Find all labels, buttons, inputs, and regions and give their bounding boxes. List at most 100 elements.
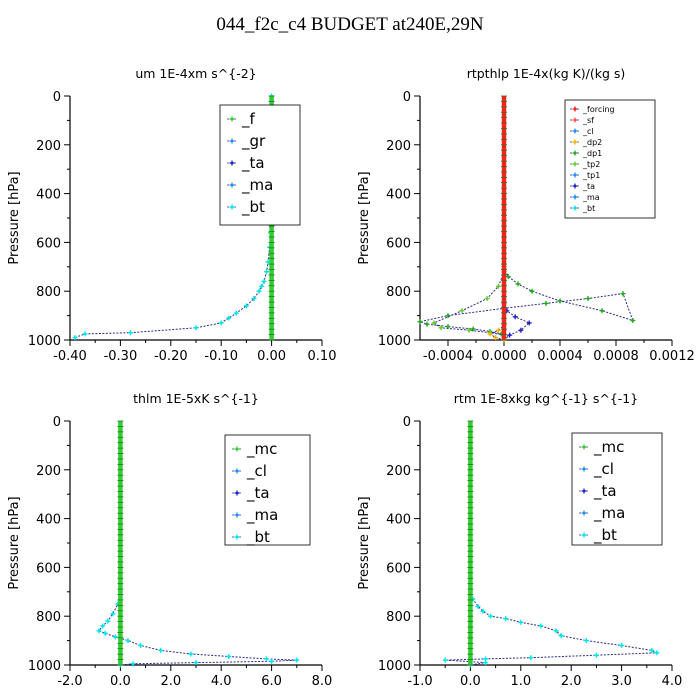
x-tick-label: 2.0 (561, 674, 582, 689)
x-tick-label: -0.40 (53, 349, 87, 364)
x-tick-label: 0.0004 (537, 349, 583, 364)
legend-label-ta: _ta (241, 154, 265, 173)
x-tick-label: 0.0008 (593, 349, 639, 364)
y-tick-label: 400 (36, 188, 61, 203)
y-tick-label: 200 (36, 464, 61, 479)
series-point-bt-dot (265, 657, 268, 661)
legend-label-ma: _ma (246, 506, 278, 525)
series-point-bt-dot (529, 656, 533, 659)
x-tick-label: -0.20 (154, 349, 188, 364)
series-point-bt-dot (227, 655, 231, 658)
legend-label-gr: _gr (241, 132, 266, 151)
legend-marker-dp2 (572, 139, 578, 145)
x-tick-label: 0.00 (257, 349, 286, 364)
legend-marker-ma-dot (230, 183, 234, 187)
y-tick-label: 1000 (28, 334, 61, 349)
legend-marker-forcing (572, 106, 578, 112)
x-tick-label: -1.0 (407, 674, 432, 689)
legend-label-mc: _mc (246, 440, 277, 459)
legend-box (571, 432, 663, 546)
x-tick-label: 0.0000 (481, 349, 527, 364)
legend-box (564, 99, 656, 219)
series-point-bt (583, 638, 589, 644)
series-point-bt (96, 628, 102, 634)
series-point-dp1 (599, 308, 605, 314)
legend-marker-dp1 (572, 150, 578, 156)
series-point-bt (553, 628, 559, 634)
panel-title: rtpthlp 1E-4x(kg K)/(kg s) (467, 66, 626, 81)
series-point-bt-dot (266, 260, 270, 264)
series-point-bt-dot (126, 639, 130, 642)
legend-marker-cl-dot (235, 469, 239, 473)
series-point-bt-dot (519, 621, 523, 624)
series-point-bt-dot (554, 629, 558, 633)
series-point-bt-dot (539, 624, 543, 628)
series-point-bt-dot (476, 605, 480, 608)
series-point-dp1 (424, 321, 430, 327)
legend-marker-mc-dot (235, 447, 239, 451)
series-point-bt (102, 630, 108, 636)
series-point-bt (138, 642, 144, 648)
x-tick-label: 6.0 (261, 674, 282, 689)
legend-marker-ma (229, 182, 235, 188)
legend-marker-f-dot (230, 117, 234, 121)
legend-marker-bt-dot (573, 206, 577, 210)
legend-marker-bt-dot (230, 205, 234, 209)
series-point-dp1-dot (471, 327, 475, 331)
series-point-tp2-dot (439, 326, 443, 330)
series-point-tp2 (466, 327, 472, 333)
series-point-bt-dot (83, 332, 87, 336)
series-line-tp2 (432, 271, 505, 336)
legend-marker-ma-dot (582, 511, 586, 515)
y-tick-label: 600 (386, 561, 411, 576)
y-tick-label: 0 (53, 415, 61, 430)
chart-panel-rtpthlp: rtpthlp 1E-4x(kg K)/(kg s) Pressure [hPa]… (357, 66, 695, 364)
legend-marker-mc (234, 446, 240, 452)
x-tick-label: 0.0 (460, 674, 481, 689)
series-point-tp2 (495, 283, 501, 289)
series-point-bt-dot (265, 270, 268, 273)
series-point-dp1-dot (621, 292, 625, 295)
series-point-tp2-dot (432, 321, 436, 325)
series-point-bt (593, 652, 599, 658)
series-point-ta-dot (513, 315, 517, 319)
y-tick-label: 600 (36, 561, 61, 576)
legend-marker-sf (572, 117, 578, 123)
series-point-dp2 (493, 335, 499, 341)
y-tick-label: 1000 (378, 334, 411, 349)
y-axis-label: Pressure [hPa] (7, 171, 22, 264)
x-tick-label: 4.0 (211, 674, 232, 689)
series-point-bt (261, 278, 267, 284)
series-point-bt (269, 658, 275, 664)
legend-marker-ma (581, 510, 587, 516)
x-tick-label: 1.0 (510, 674, 531, 689)
x-tick-label: 3.0 (611, 674, 632, 689)
series-point-dp1 (557, 298, 563, 304)
series-point-dp1 (543, 300, 549, 306)
series-point-dp1 (417, 319, 423, 325)
series-point-bt (558, 633, 564, 639)
series-point-dp1 (515, 281, 521, 287)
series-point-bt (112, 634, 118, 640)
series-point-bt (158, 647, 164, 653)
series-point-dp1-dot (586, 297, 590, 300)
legend-marker-tp2-dot (573, 162, 577, 166)
legend-marker-bt-dot (235, 535, 239, 539)
series-point-bt-dot (257, 289, 261, 293)
series-point-bt-dot (139, 644, 142, 647)
series-point-tp2-dot (485, 297, 489, 300)
series-point-ta-dot (508, 333, 511, 337)
series-point-ta (526, 320, 532, 326)
panel-title: um 1E-4xm s^{-2} (135, 66, 256, 81)
y-tick-label: 1000 (378, 659, 411, 674)
series-point-bt (518, 619, 524, 625)
series-point-bt-dot (189, 652, 193, 656)
x-tick-label: 2.0 (160, 674, 181, 689)
series-point-tp2 (459, 308, 465, 314)
series-point-dp1 (585, 296, 591, 302)
series-point-tp2 (484, 296, 490, 302)
series-point-dp1-dot (516, 282, 520, 286)
y-tick-label: 600 (386, 236, 411, 251)
legend-label-ma: _ma (582, 193, 600, 202)
series-point-bt-dot (481, 610, 485, 613)
